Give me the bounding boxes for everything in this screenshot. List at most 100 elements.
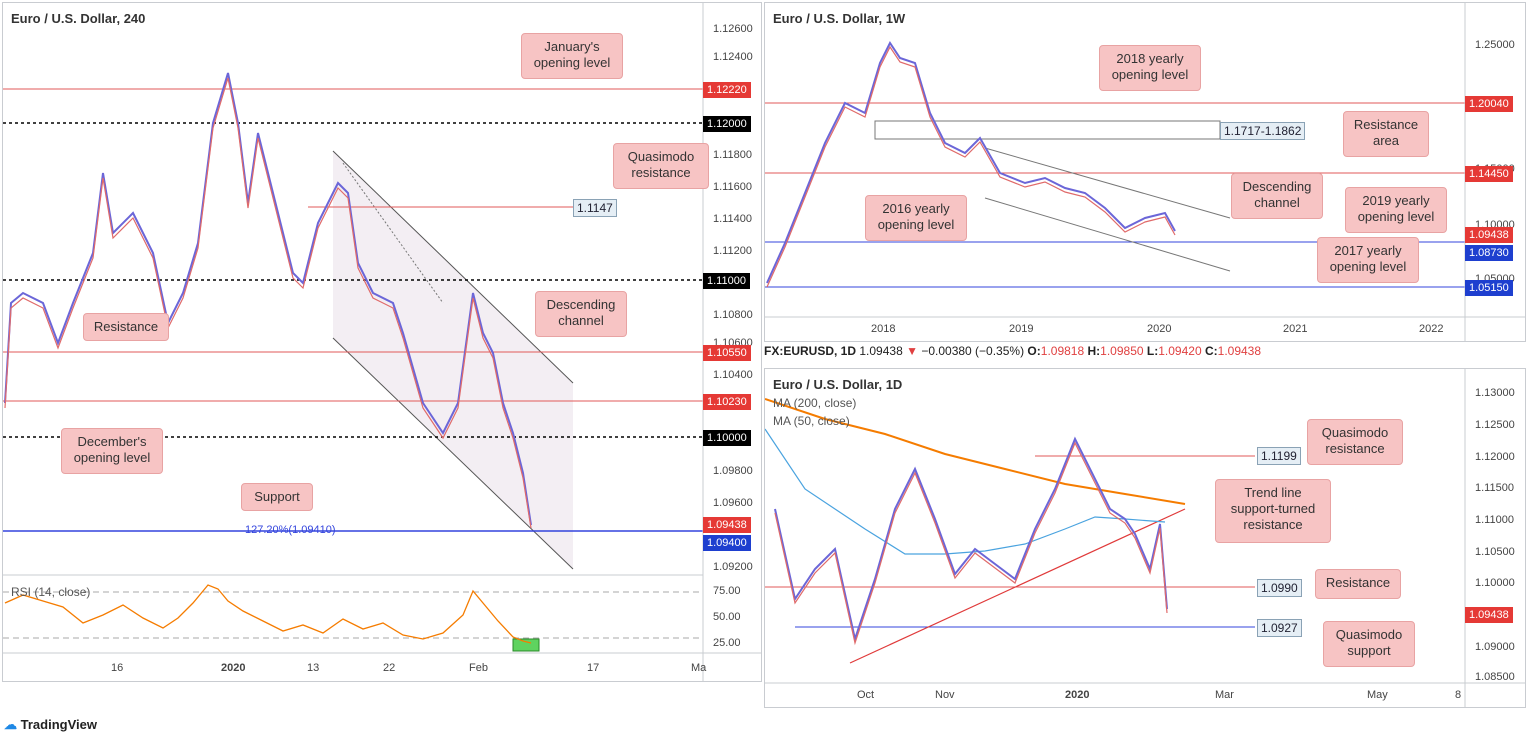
price-tag: 1.09438 [1465,227,1513,243]
price-tag: 1.09438 [703,517,751,533]
note-resistance: Resistance [1315,569,1401,599]
price-tag: 1.10230 [703,394,751,410]
chart-canvas-240 [3,3,761,681]
note-2017-opening: 2017 yearly opening level [1317,237,1419,283]
note-descending-channel: Descending channel [535,291,627,337]
price-tag: 1.10000 [703,430,751,446]
level-box-0927: 1.0927 [1257,619,1302,637]
note-january-opening: January's opening level [521,33,623,79]
rsi-tick: 25.00 [713,637,741,649]
note-2019-opening: 2019 yearly opening level [1345,187,1447,233]
y-tick: 1.12000 [1475,451,1515,463]
y-tick: 1.09200 [713,561,753,573]
y-tick: 1.09600 [713,497,753,509]
chart-canvas-1d [765,369,1525,707]
y-tick: 1.10000 [1475,577,1515,589]
high-value: 1.09850 [1100,344,1144,358]
x-tick: 2021 [1283,323,1308,335]
note-2018-opening: 2018 yearly opening level [1099,45,1201,91]
note-resistance: Resistance [83,313,169,341]
rsi-tick: 75.00 [713,585,741,597]
x-tick: 2020 [1065,689,1090,701]
tradingview-icon: ☁ [4,717,17,732]
x-tick: Mar [1215,689,1234,701]
chart-title-1w: Euro / U.S. Dollar, 1W [773,11,906,26]
chart-panel-1w[interactable]: Euro / U.S. Dollar, 1W 2018 yearly openi… [764,2,1526,342]
rsi-label: RSI (14, close) [11,585,91,599]
y-tick: 1.08500 [1475,671,1515,683]
close-value: 1.09438 [1217,344,1262,358]
y-tick: 1.12500 [1475,419,1515,431]
low-label: L: [1146,344,1159,358]
x-tick: 13 [307,662,320,674]
price-change: −0.00380 (−0.35%) [921,344,1025,358]
x-tick: 2020 [1147,323,1172,335]
low-value: 1.09420 [1158,344,1202,358]
note-quasimodo-support: Quasimodo support [1323,621,1415,667]
last-price: 1.09438 [859,344,903,358]
price-tag: 1.05150 [1465,280,1513,296]
y-tick: 1.09800 [713,465,753,477]
y-tick: 1.11800 [713,149,752,161]
x-tick: Oct [857,689,875,701]
symbol-name: FX:EURUSD, 1D [764,344,857,358]
x-tick: 2020 [221,662,246,674]
open-label: O: [1027,344,1041,358]
y-tick: 1.11400 [713,213,752,225]
y-tick: 1.13000 [1475,387,1515,399]
y-tick: 1.11600 [713,181,752,193]
x-tick: 22 [383,662,396,674]
price-tag: 1.09438 [1465,607,1513,623]
down-arrow-icon: ▼ [906,344,918,358]
price-tag: 1.12000 [703,116,751,132]
high-label: H: [1087,344,1101,358]
y-tick: 1.25000 [1475,39,1515,51]
y-tick: 1.09000 [1475,641,1515,653]
y-tick: 1.10500 [1475,546,1515,558]
price-tag: 1.08730 [1465,245,1513,261]
x-tick: 16 [111,662,124,674]
y-tick: 1.11000 [1475,514,1514,526]
tradingview-logo[interactable]: ☁ TradingView [4,717,97,733]
price-tag: 1.10550 [703,345,751,361]
level-box-1147: 1.1147 [573,199,617,217]
level-box-resistance-area: 1.1717-1.1862 [1220,122,1306,140]
y-tick: 1.12400 [713,51,753,63]
level-box-1199: 1.1199 [1257,447,1301,465]
x-tick: May [1367,689,1388,701]
x-tick: 2018 [871,323,896,335]
price-tag: 1.20040 [1465,96,1513,112]
x-tick: Nov [935,689,955,701]
price-tag: 1.14450 [1465,166,1513,182]
chart-panel-240[interactable]: Euro / U.S. Dollar, 240 RSI (14, close) … [2,2,762,682]
chart-title-1d: Euro / U.S. Dollar, 1D [773,377,903,392]
price-tag: 1.12220 [703,82,751,98]
note-quasimodo-resistance: Quasimodo resistance [613,143,709,189]
note-descending-channel: Descending channel [1231,173,1323,219]
price-tag: 1.09400 [703,535,751,551]
y-tick: 1.10800 [713,309,753,321]
x-tick: 2022 [1419,323,1444,335]
y-tick: 1.11500 [1475,482,1514,494]
ma200-label: MA (200, close) [773,396,857,410]
y-tick: 1.11200 [713,245,752,257]
rsi-tick: 50.00 [713,611,741,623]
x-tick: 2019 [1009,323,1034,335]
chart-panel-1d[interactable]: Euro / U.S. Dollar, 1D MA (200, close) M… [764,368,1526,708]
fib-label: 127.20%(1.09410) [245,524,336,536]
symbol-header: FX:EURUSD, 1D 1.09438 ▼ −0.00380 (−0.35%… [764,344,1261,358]
price-tag: 1.11000 [703,273,750,289]
brand-label: TradingView [20,717,97,732]
x-tick: 8 [1455,689,1462,701]
y-tick: 1.10400 [713,369,753,381]
level-box-0990: 1.0990 [1257,579,1302,597]
x-tick: Ma [691,662,707,674]
chart-title-240: Euro / U.S. Dollar, 240 [11,11,146,26]
x-tick: 17 [587,662,600,674]
open-value: 1.09818 [1040,344,1085,358]
note-support: Support [241,483,313,511]
note-resistance-area: Resistance area [1343,111,1429,157]
ma50-label: MA (50, close) [773,414,850,428]
note-december-opening: December's opening level [61,428,163,474]
note-quasimodo-resistance: Quasimodo resistance [1307,419,1403,465]
